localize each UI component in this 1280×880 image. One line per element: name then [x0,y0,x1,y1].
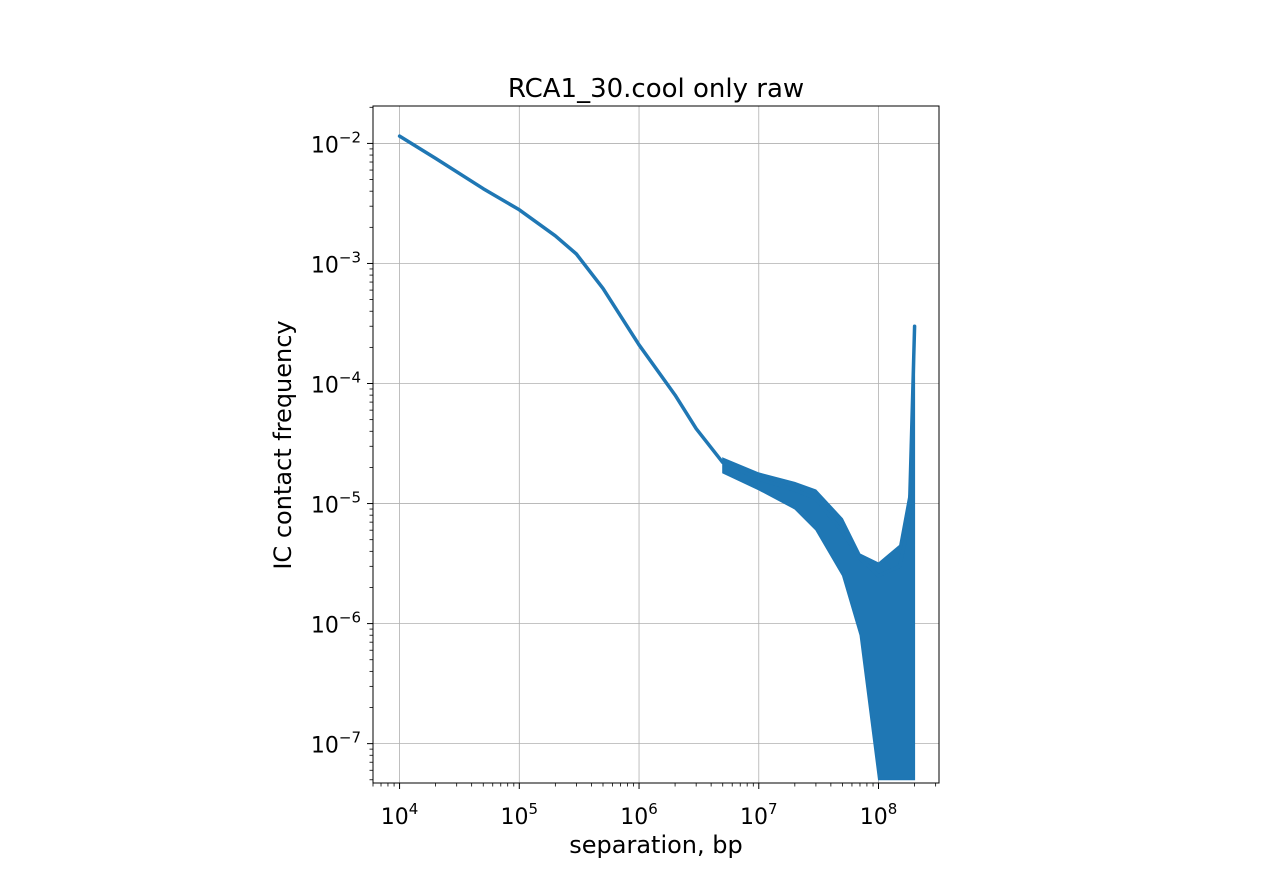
y-tick-label: 10−4 [311,369,361,399]
y-tick-label: 10−3 [311,248,361,278]
plot-frame [372,105,940,784]
x-axis-label: separation, bp [569,831,742,859]
ticks: 104 105 106 107 108 10−2 10−3 10−4 10−5 10−6 10−7 [311,106,937,830]
x-tick-label: 106 [620,800,658,830]
y-tick-label: 10−6 [311,609,361,639]
series-layer [397,134,917,781]
x-tick-label: 105 [501,800,539,830]
x-tick-label: 104 [381,800,419,830]
x-tick-label: 108 [860,800,898,830]
y-tick-label: 10−7 [311,729,361,759]
plot-area [373,106,939,783]
series-line [397,134,917,578]
chart-title: RCA1_30.cool only raw [508,74,804,104]
y-axis-label: IC contact frequency [269,320,297,569]
y-tick-label: 10−2 [311,128,361,158]
y-tick-label: 10−5 [311,489,361,519]
grid [373,106,939,783]
x-tick-label: 107 [740,800,778,830]
series-noise-band [722,326,916,781]
